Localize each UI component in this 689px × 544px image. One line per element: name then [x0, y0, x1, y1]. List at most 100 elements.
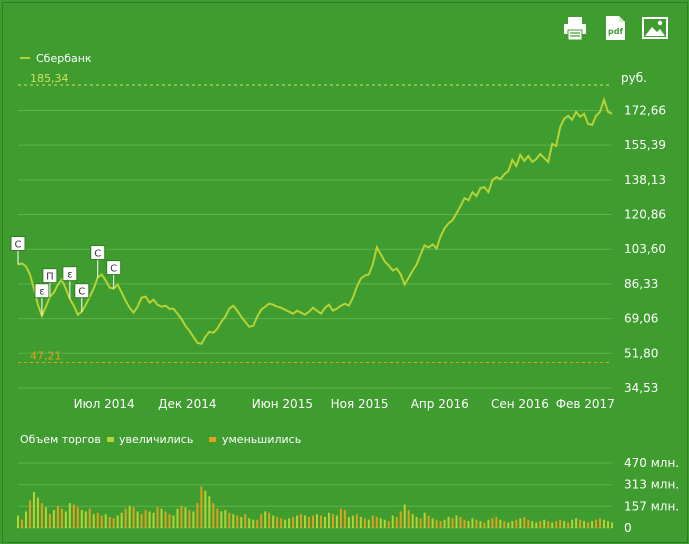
volume-bar [44, 507, 47, 528]
volume-bar [232, 514, 235, 528]
volume-bar [132, 507, 135, 528]
volume-bar [148, 511, 151, 528]
volume-bar [136, 511, 139, 528]
volume-bar [335, 515, 338, 528]
volume-bar [439, 521, 442, 528]
volume-bar [579, 519, 582, 528]
volume-bar [48, 514, 51, 528]
volume-bar [475, 519, 478, 528]
print-icon[interactable] [561, 14, 589, 42]
volume-bar [168, 514, 171, 528]
dividend-label: ε [39, 287, 44, 298]
volume-bar [176, 508, 179, 528]
volume-bar [24, 511, 27, 528]
volume-bar [160, 508, 163, 528]
volume-bar [371, 515, 374, 528]
volume-bar [463, 519, 466, 528]
volume-bar [595, 519, 598, 528]
volume-bar [36, 497, 39, 528]
dividend-box [62, 266, 78, 282]
x-axis-ticks: Июл 2014 Дек 2014 Июн 2015 Ноя 2015 Апр 2016… [74, 397, 615, 411]
dividend-box [106, 260, 122, 276]
volume-bar [272, 515, 275, 528]
volume-bar [80, 510, 83, 528]
y-tick-label: 172,66 [624, 103, 666, 117]
y-tick-label: 86,33 [624, 277, 658, 291]
volume-bar [100, 515, 103, 528]
volume-bar [192, 511, 195, 528]
volume-bar [32, 492, 35, 528]
volume-bar [120, 512, 123, 528]
volume-bar [252, 519, 255, 528]
volume-bar [204, 490, 207, 528]
y-axis-ticks: 172,66 155,39 138,13 120,86 103,60 86,33 69,06… [624, 103, 666, 395]
dividend-label: ε [67, 270, 72, 281]
volume-bar [216, 508, 219, 528]
volume-bar [208, 496, 211, 528]
y-tick-label: 138,13 [624, 173, 666, 187]
export-toolbar: pdf [561, 14, 669, 42]
volume-bar [343, 510, 346, 528]
volume-bar [555, 521, 558, 528]
volume-y-ticks: 470 млн. 313 млн. 157 млн. 0 [624, 456, 679, 535]
volume-bar [603, 519, 606, 528]
volume-bar [60, 508, 63, 528]
volume-bar [40, 503, 43, 528]
volume-bar [363, 518, 366, 528]
volume-bar [427, 515, 430, 528]
image-icon[interactable] [641, 14, 669, 42]
volume-legend-up: увеличились [119, 433, 193, 446]
dividend-box [90, 245, 106, 261]
pdf-icon[interactable]: pdf [601, 14, 629, 42]
volume-bar [84, 511, 87, 528]
volume-bar [300, 514, 303, 528]
volume-bar [567, 522, 570, 528]
volume-bar [539, 521, 542, 528]
volume-bar [523, 516, 526, 528]
volume-bar [391, 515, 394, 528]
min-marker-label: 47,21 [30, 350, 62, 363]
price-line [17, 96, 613, 346]
pdf-label: pdf [608, 27, 623, 36]
volume-bar [351, 515, 354, 528]
volume-bar [499, 519, 502, 528]
volume-bar [323, 516, 326, 528]
volume-bar [112, 518, 115, 528]
volume-bar [156, 507, 159, 528]
x-tick-label: Июл 2014 [74, 397, 135, 411]
volume-bar [591, 521, 594, 528]
volume-bar [124, 508, 127, 528]
volume-bar [180, 505, 183, 528]
volume-bar [507, 522, 510, 528]
volume-bar [375, 516, 378, 528]
volume-bar [399, 511, 402, 528]
volume-bar [575, 518, 578, 528]
volume-bar [611, 522, 613, 528]
volume-bar [212, 503, 215, 528]
dividend-box [34, 283, 50, 299]
y-tick-label: 103,60 [624, 242, 666, 256]
volume-bar [411, 514, 414, 528]
volume-bar [276, 516, 279, 528]
volume-bar [288, 518, 291, 528]
volume-bar [503, 521, 506, 528]
volume-bar [312, 515, 315, 528]
volume-bar [327, 512, 330, 528]
volume-bar [607, 521, 610, 528]
volume-bar [308, 516, 311, 528]
volume-bar [140, 514, 143, 528]
volume-bar [184, 507, 187, 528]
volume-bar [20, 519, 23, 528]
volume-bar [535, 522, 538, 528]
volume-bar [571, 519, 574, 528]
volume-bar [248, 518, 251, 528]
volume-bar [563, 521, 566, 528]
volume-up-swatch [107, 437, 114, 442]
volume-bar [419, 518, 422, 528]
volume-bar [531, 521, 534, 528]
volume-bar [64, 511, 67, 528]
volume-y-tick-label: 157 млн. [624, 499, 679, 513]
volume-bar [52, 510, 55, 528]
minmax-markers: 185,34 47,21 [18, 72, 612, 364]
volume-bar [447, 516, 450, 528]
